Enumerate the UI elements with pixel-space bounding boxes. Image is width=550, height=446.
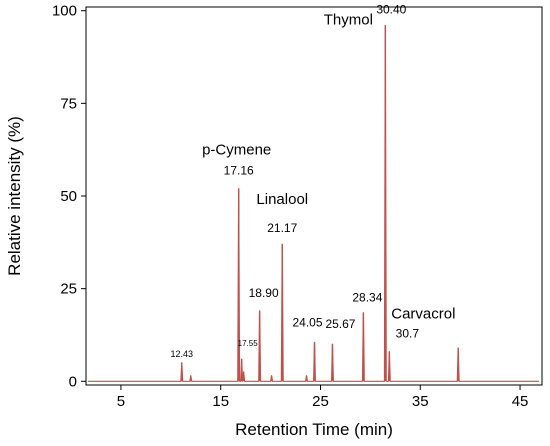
y-axis-title: Relative intensity (%) bbox=[5, 116, 24, 276]
peak-retention-label: 17.55 bbox=[238, 339, 259, 348]
x-axis-title: Retention Time (min) bbox=[235, 420, 393, 439]
peak-retention-label: 18.90 bbox=[249, 286, 279, 300]
x-tick-label: 5 bbox=[117, 393, 125, 410]
x-tick-label: 25 bbox=[312, 393, 329, 410]
y-tick-label: 100 bbox=[52, 3, 77, 20]
y-tick-label: 75 bbox=[60, 95, 77, 112]
peak-retention-label: 24.05 bbox=[292, 315, 322, 329]
y-tick-label: 0 bbox=[69, 373, 77, 390]
compound-annotation: Carvacrol bbox=[391, 306, 455, 323]
y-tick-label: 25 bbox=[60, 281, 77, 298]
compound-annotation: Linalool bbox=[256, 191, 308, 208]
chromatogram-trace bbox=[88, 24, 540, 382]
peak-labels: 12.43 17.16 17.55 18.90 21.17 24.05 25.67 28.34… bbox=[171, 3, 456, 359]
x-tick-label: 45 bbox=[512, 393, 529, 410]
compound-annotation: Thymol bbox=[324, 12, 373, 29]
x-tick-label: 35 bbox=[412, 393, 429, 410]
peak-retention-label: 17.16 bbox=[224, 164, 254, 178]
peak-retention-label: 21.17 bbox=[267, 221, 297, 235]
peak-retention-label: 25.67 bbox=[325, 317, 355, 331]
y-tick-label: 50 bbox=[60, 188, 77, 205]
x-tick-label: 15 bbox=[212, 393, 229, 410]
y-axis-ticks: 0 25 50 75 100 bbox=[52, 3, 86, 390]
compound-annotation: p-Cymene bbox=[202, 142, 271, 159]
peak-retention-label: 12.43 bbox=[171, 349, 194, 359]
peak-retention-label: 30.40 bbox=[376, 3, 406, 17]
peak-retention-label: 28.34 bbox=[352, 291, 382, 305]
x-axis-ticks: 5 15 25 35 45 bbox=[117, 385, 529, 410]
peak-retention-label: 30.7 bbox=[396, 327, 420, 341]
